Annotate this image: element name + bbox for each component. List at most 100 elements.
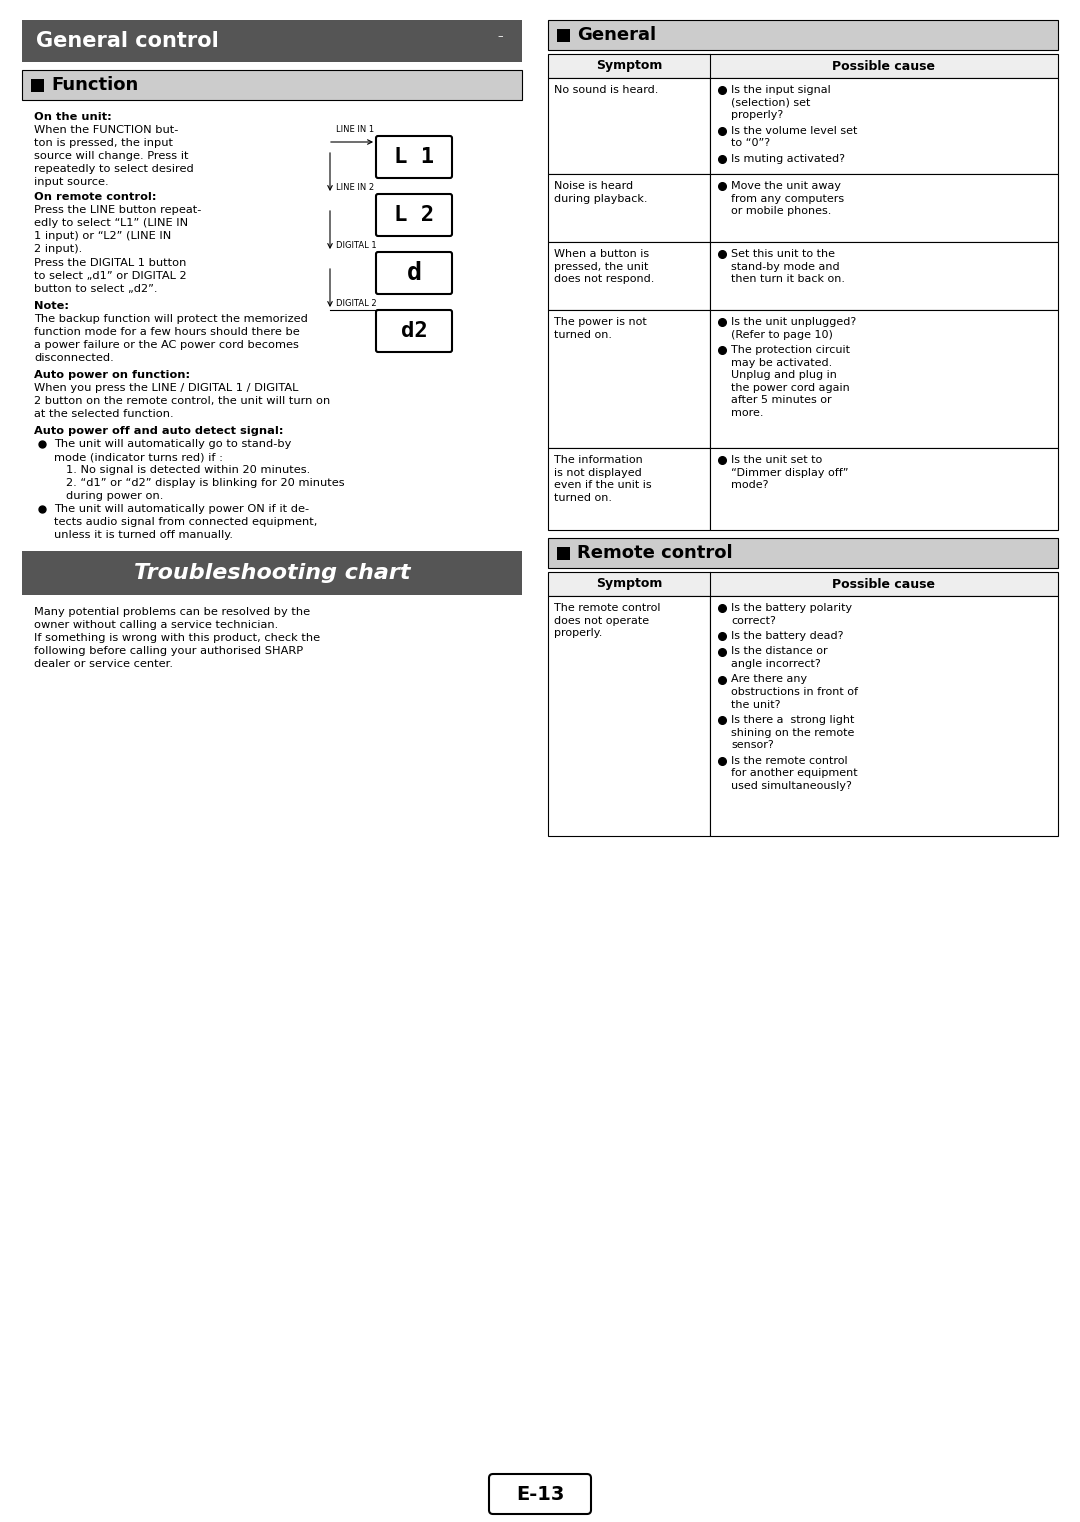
Text: LINE IN 2: LINE IN 2 [336, 183, 374, 192]
Bar [557, 546, 570, 560]
Text: The unit will automatically go to stand-by: The unit will automatically go to stand-… [54, 438, 292, 449]
Text: Troubleshooting chart: Troubleshooting chart [134, 563, 410, 583]
FancyBboxPatch shape [376, 253, 453, 294]
Text: owner without calling a service technician.: owner without calling a service technici… [33, 619, 279, 630]
Text: The information
is not displayed
even if the unit is
turned on.: The information is not displayed even if… [554, 455, 651, 502]
Text: Press the DIGITAL 1 button: Press the DIGITAL 1 button [33, 259, 187, 268]
Text: source will change. Press it: source will change. Press it [33, 151, 189, 161]
Bar [557, 29, 570, 41]
Text: The remote control
does not operate
properly.: The remote control does not operate prop… [554, 603, 661, 638]
Text: 1 input) or “L2” (LINE IN: 1 input) or “L2” (LINE IN [33, 231, 172, 240]
Text: Auto power off and auto detect signal:: Auto power off and auto detect signal: [33, 426, 283, 435]
Text: L 2: L 2 [394, 205, 434, 225]
Bar [548, 174, 710, 242]
Text: On remote control:: On remote control: [33, 192, 157, 202]
Text: following before calling your authorised SHARP: following before calling your authorised… [33, 645, 303, 656]
Text: Is the distance or
angle incorrect?: Is the distance or angle incorrect? [731, 647, 827, 670]
Text: d2: d2 [401, 321, 428, 341]
Text: No sound is heard.: No sound is heard. [554, 85, 659, 94]
Text: d: d [406, 260, 421, 285]
Text: Are there any
obstructions in front of
the unit?: Are there any obstructions in front of t… [731, 674, 858, 709]
Bar [31, 79, 44, 91]
Bar [710, 174, 1058, 242]
Text: a power failure or the AC power cord becomes: a power failure or the AC power cord bec… [33, 339, 299, 350]
Text: L 1: L 1 [394, 148, 434, 167]
Text: General: General [577, 26, 657, 44]
Bar [548, 447, 710, 530]
Text: When the FUNCTION but-: When the FUNCTION but- [33, 125, 178, 135]
Text: The backup function will protect the memorized: The backup function will protect the mem… [33, 314, 308, 324]
Text: Note:: Note: [33, 301, 69, 310]
Text: 2 button on the remote control, the unit will turn on: 2 button on the remote control, the unit… [33, 396, 330, 406]
Text: 2. “d1” or “d2” display is blinking for 20 minutes: 2. “d1” or “d2” display is blinking for … [66, 478, 345, 489]
FancyBboxPatch shape [376, 310, 453, 352]
Text: 2 input).: 2 input). [33, 244, 82, 254]
Bar [22, 551, 522, 595]
Text: DIGITAL 1: DIGITAL 1 [336, 240, 377, 250]
Text: General control: General control [36, 30, 219, 52]
Bar [710, 78, 1058, 174]
Text: Set this unit to the
stand-by mode and
then turn it back on.: Set this unit to the stand-by mode and t… [731, 250, 845, 285]
Text: Function: Function [51, 76, 138, 94]
Text: If something is wrong with this product, check the: If something is wrong with this product,… [33, 633, 320, 642]
Text: 1. No signal is detected within 20 minutes.: 1. No signal is detected within 20 minut… [66, 466, 310, 475]
Text: LINE IN 1: LINE IN 1 [336, 125, 374, 134]
Text: Remote control: Remote control [577, 543, 732, 562]
Text: edly to select “L1” (LINE IN: edly to select “L1” (LINE IN [33, 218, 188, 228]
Bar [710, 242, 1058, 310]
Text: Many potential problems can be resolved by the: Many potential problems can be resolved … [33, 607, 310, 616]
FancyBboxPatch shape [376, 135, 453, 178]
Text: Move the unit away
from any computers
or mobile phones.: Move the unit away from any computers or… [731, 181, 845, 216]
Bar [548, 597, 710, 836]
Text: Auto power on function:: Auto power on function: [33, 370, 190, 380]
Bar [548, 20, 1058, 50]
Text: –: – [497, 30, 502, 41]
Bar [710, 447, 1058, 530]
Text: When you press the LINE / DIGITAL 1 / DIGITAL: When you press the LINE / DIGITAL 1 / DI… [33, 384, 298, 393]
Bar [22, 20, 522, 62]
Text: dealer or service center.: dealer or service center. [33, 659, 173, 670]
Text: Is muting activated?: Is muting activated? [731, 154, 845, 163]
Text: ton is pressed, the input: ton is pressed, the input [33, 139, 173, 148]
Bar [710, 310, 1058, 447]
Text: Is the unit unplugged?
(Refer to page 10): Is the unit unplugged? (Refer to page 10… [731, 317, 856, 339]
Bar [548, 53, 1058, 78]
Text: Possible cause: Possible cause [833, 59, 935, 73]
Text: unless it is turned off manually.: unless it is turned off manually. [54, 530, 233, 540]
Text: button to select „d2”.: button to select „d2”. [33, 285, 158, 294]
Text: function mode for a few hours should there be: function mode for a few hours should the… [33, 327, 300, 336]
Text: Is the input signal
(selection) set
properly?: Is the input signal (selection) set prop… [731, 85, 831, 120]
Text: input source.: input source. [33, 177, 109, 187]
Text: Is the battery dead?: Is the battery dead? [731, 632, 843, 641]
Text: DIGITAL 2: DIGITAL 2 [336, 298, 377, 307]
Text: Noise is heard
during playback.: Noise is heard during playback. [554, 181, 648, 204]
Text: Is the remote control
for another equipment
used simultaneously?: Is the remote control for another equipm… [731, 755, 858, 790]
Text: When a button is
pressed, the unit
does not respond.: When a button is pressed, the unit does … [554, 250, 654, 285]
Text: Is there a  strong light
shining on the remote
sensor?: Is there a strong light shining on the r… [731, 715, 854, 750]
Text: disconnected.: disconnected. [33, 353, 113, 364]
FancyBboxPatch shape [376, 193, 453, 236]
Text: at the selected function.: at the selected function. [33, 409, 174, 419]
Text: repeatedly to select desired: repeatedly to select desired [33, 164, 193, 174]
Bar [548, 572, 1058, 597]
Bar [22, 70, 522, 100]
Text: mode (indicator turns red) if :: mode (indicator turns red) if : [54, 452, 222, 463]
Text: Is the volume level set
to “0”?: Is the volume level set to “0”? [731, 125, 858, 148]
Text: Possible cause: Possible cause [833, 577, 935, 591]
Text: Symptom: Symptom [596, 59, 662, 73]
Bar [548, 242, 710, 310]
Text: to select „d1” or DIGITAL 2: to select „d1” or DIGITAL 2 [33, 271, 187, 282]
Text: The protection circuit
may be activated.
Unplug and plug in
the power cord again: The protection circuit may be activated.… [731, 345, 850, 419]
Bar [548, 537, 1058, 568]
Text: Is the battery polarity
correct?: Is the battery polarity correct? [731, 603, 852, 626]
FancyBboxPatch shape [489, 1473, 591, 1514]
Text: during power on.: during power on. [66, 492, 163, 501]
Text: The unit will automatically power ON if it de-: The unit will automatically power ON if … [54, 504, 309, 514]
Text: Is the unit set to
“Dimmer display off”
mode?: Is the unit set to “Dimmer display off” … [731, 455, 849, 490]
Text: On the unit:: On the unit: [33, 113, 111, 122]
Text: Symptom: Symptom [596, 577, 662, 591]
Text: Press the LINE button repeat-: Press the LINE button repeat- [33, 205, 201, 215]
Text: tects audio signal from connected equipment,: tects audio signal from connected equipm… [54, 517, 318, 527]
Text: E-13: E-13 [516, 1484, 564, 1504]
Bar [548, 78, 710, 174]
